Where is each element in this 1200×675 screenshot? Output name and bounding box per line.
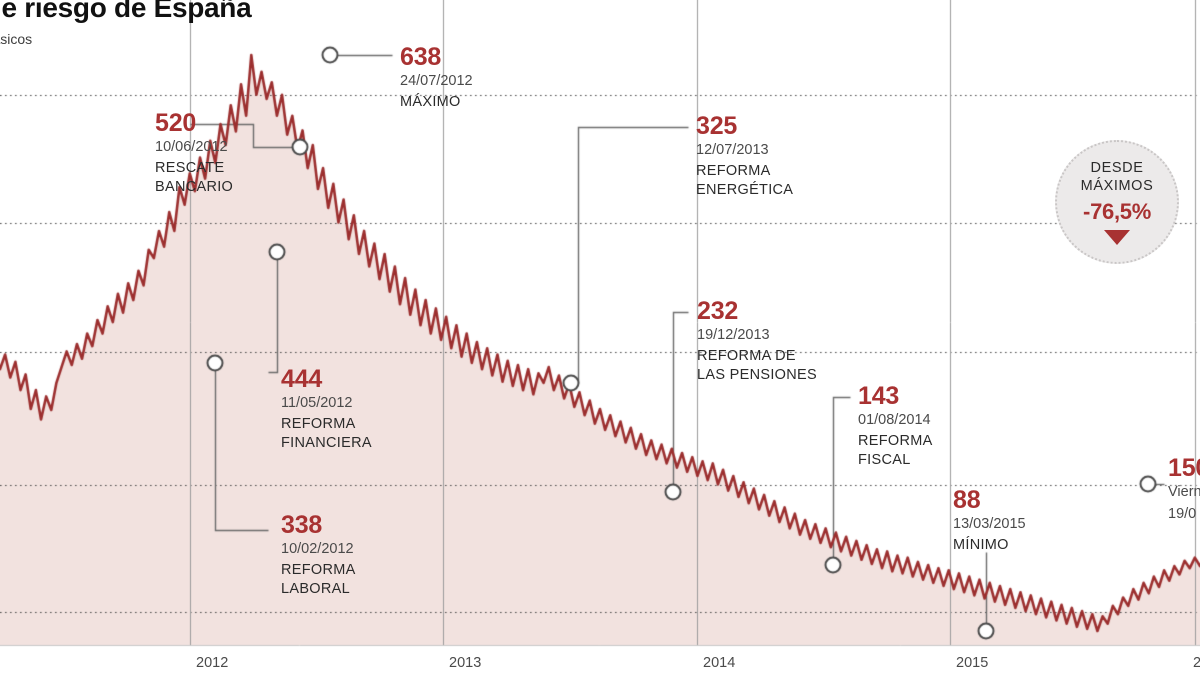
annotation-label: REFORMA FINANCIERA bbox=[281, 415, 372, 451]
annotation-date: 24/07/2012 bbox=[400, 73, 473, 90]
annotation-reforma-financiera: 444 11/05/2012 REFORMA FINANCIERA bbox=[281, 366, 372, 453]
page-title: a de riesgo de España bbox=[0, 0, 252, 23]
annotation-reforma-energetica: 325 12/07/2013 REFORMA ENERGÉTICA bbox=[696, 113, 793, 200]
desde-maximos-badge: DESDE MÁXIMOS -76,5% bbox=[1055, 140, 1179, 264]
annotation-date: 12/07/2013 bbox=[696, 142, 769, 159]
annotation-value: 325 bbox=[696, 112, 738, 140]
annotation-label: Viern bbox=[1168, 484, 1200, 501]
annotation-value: 338 bbox=[281, 511, 323, 539]
annotation-value: 150 bbox=[1168, 454, 1200, 482]
xtick-2014: 2014 bbox=[703, 655, 736, 671]
badge-line-1: DESDE bbox=[1090, 159, 1144, 176]
xtick-2012: 2012 bbox=[196, 655, 229, 671]
page-subtitle: os básicos bbox=[0, 31, 33, 47]
annotation-date: 13/03/2015 bbox=[953, 516, 1026, 533]
xtick-2013: 2013 bbox=[449, 655, 482, 671]
annotation-reforma-fiscal: 143 01/08/2014 REFORMA FISCAL bbox=[858, 383, 933, 470]
annotation-label: RESCATE BANCARIO bbox=[155, 159, 234, 195]
annotation-value: 88 bbox=[953, 486, 981, 514]
annotation-value: 232 bbox=[697, 297, 739, 325]
annotation-date: 10/02/2012 bbox=[281, 541, 354, 558]
xtick-2015: 2015 bbox=[956, 655, 989, 671]
annotation-minimo: 88 13/03/2015 MÍNIMO bbox=[953, 487, 1026, 555]
annotation-rescate-bancario: 520 10/06/2012 RESCATE BANCARIO bbox=[155, 110, 233, 197]
annotation-reforma-pensiones: 232 19/12/2013 REFORMA DE LAS PENSIONES bbox=[697, 298, 817, 385]
annotation-value: 638 bbox=[400, 43, 442, 71]
annotation-ultimo-dato: 150 Viern 19/0 bbox=[1168, 455, 1200, 524]
annotation-date: 10/06/2012 bbox=[155, 139, 228, 156]
annotation-date: 11/05/2012 bbox=[281, 395, 353, 412]
annotation-date: 19/0 bbox=[1168, 505, 1197, 522]
badge-line-2: MÁXIMOS bbox=[1080, 178, 1154, 194]
annotation-maximo: 638 24/07/2012 MÁXIMO bbox=[400, 44, 473, 112]
annotation-label: REFORMA DE LAS PENSIONES bbox=[697, 347, 817, 383]
annotation-label: REFORMA LABORAL bbox=[281, 561, 356, 597]
annotation-date: 01/08/2014 bbox=[858, 412, 931, 429]
xtick-2016: 2 bbox=[1193, 655, 1200, 671]
badge-value: -76,5% bbox=[1083, 199, 1151, 225]
annotation-value: 444 bbox=[281, 365, 323, 393]
annotation-reforma-laboral: 338 10/02/2012 REFORMA LABORAL bbox=[281, 512, 356, 599]
annotation-date: 19/12/2013 bbox=[697, 327, 770, 344]
annotation-label: REFORMA FISCAL bbox=[858, 432, 933, 468]
annotation-value: 143 bbox=[858, 382, 900, 410]
annotation-value: 520 bbox=[155, 109, 197, 137]
triangle-down-icon bbox=[1104, 230, 1130, 246]
annotation-label: MÍNIMO bbox=[953, 536, 1009, 553]
annotation-label: MÁXIMO bbox=[400, 93, 461, 110]
annotation-label: REFORMA ENERGÉTICA bbox=[696, 162, 794, 198]
